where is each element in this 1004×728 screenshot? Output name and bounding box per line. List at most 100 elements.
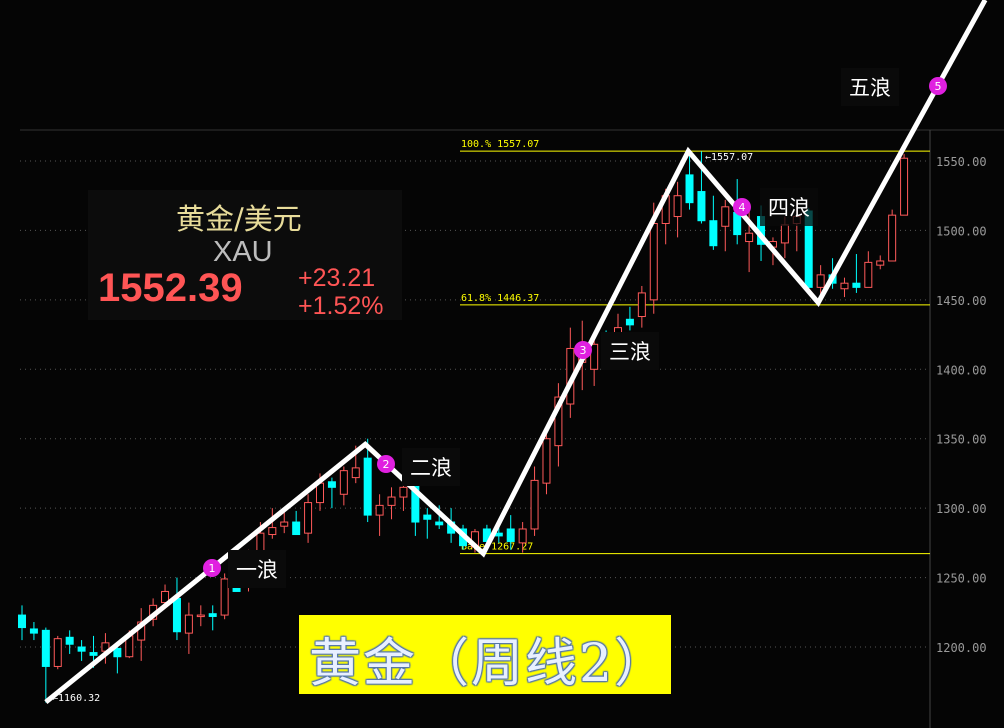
candle-body [29, 628, 38, 634]
candle-body [876, 260, 885, 266]
y-tick-label: 1200.00 [936, 641, 987, 655]
wave-marker-number: 3 [580, 344, 587, 357]
candle [65, 630, 74, 654]
candle-body [280, 521, 289, 527]
peak-annotation: ←1557.07 [705, 152, 753, 163]
candle [196, 605, 205, 627]
candle-body [649, 222, 658, 301]
candle-body [208, 613, 217, 617]
candle [852, 254, 861, 293]
candle-body [268, 527, 277, 536]
banner-text: 黄金（周线2） [309, 634, 669, 694]
candle [208, 605, 217, 631]
wave-marker-number: 5 [935, 80, 942, 93]
quote-code: XAU [213, 236, 273, 268]
candle-body [637, 292, 646, 318]
candle-body [530, 479, 539, 530]
candle [673, 181, 682, 238]
wave-marker-1: 1 [203, 559, 221, 577]
candle [435, 505, 444, 529]
candle-body [745, 232, 754, 243]
candle [721, 199, 730, 252]
candle-body [542, 438, 551, 484]
candle-body [554, 396, 563, 447]
y-tick-label: 1300.00 [936, 502, 987, 516]
candle-body [184, 614, 193, 634]
candle-body [339, 470, 348, 495]
candle [363, 438, 372, 523]
wave-marker-circle [929, 77, 947, 95]
candle-body [685, 174, 694, 204]
y-tick-label: 1350.00 [936, 433, 987, 447]
candle-body [625, 318, 634, 326]
quote-change-block: +23.21 +1.52% [298, 264, 384, 320]
candle-body [733, 211, 742, 236]
candle-body [387, 496, 396, 506]
candle [292, 510, 301, 536]
candle-body [220, 578, 229, 616]
candle [554, 383, 563, 467]
wave-marker-4: 4 [733, 198, 751, 216]
wave-marker-5: 5 [929, 77, 947, 95]
candle [840, 277, 849, 298]
candle [387, 487, 396, 520]
y-tick-label: 1500.00 [936, 224, 987, 238]
candle-body [888, 214, 897, 262]
candle-body [363, 457, 372, 516]
candle [113, 642, 122, 674]
quote-price: 1552.39 [98, 266, 243, 310]
candle-body [113, 647, 122, 658]
candle [506, 515, 515, 550]
candle-body [709, 220, 718, 247]
candle-body [351, 467, 360, 479]
candle-body [304, 502, 313, 534]
wave-marker-number: 2 [383, 458, 390, 471]
wave-label-5: 五浪 [841, 68, 899, 106]
wave-marker-number: 1 [209, 562, 216, 575]
candle-body [172, 597, 181, 633]
candle-body [780, 224, 789, 244]
candle [685, 154, 694, 210]
candle-body [53, 638, 62, 667]
candle [280, 510, 289, 534]
candle [590, 334, 599, 386]
candle [637, 285, 646, 328]
candle-body [840, 282, 849, 290]
candle-body [816, 274, 825, 288]
wave-marker-circle [574, 341, 592, 359]
candle [876, 255, 885, 270]
candle-body [697, 191, 706, 222]
candle [18, 605, 26, 641]
candle-body [77, 646, 86, 652]
y-tick-label: 1450.00 [936, 294, 987, 308]
candle [542, 424, 551, 495]
quote-name: 黄金/美元 [176, 202, 302, 236]
candle-body [89, 652, 98, 656]
wave-label-1: 一浪 [228, 550, 286, 588]
candle [41, 627, 50, 703]
candle [220, 573, 229, 620]
candle [29, 622, 38, 641]
candle-body [327, 481, 336, 488]
title-banner: 黄金（周线2） [299, 615, 671, 694]
candle [709, 195, 718, 250]
wave-label-2: 二浪 [402, 448, 460, 486]
quote-panel: 黄金/美元 XAU 1552.39 +23.21 +1.52% [88, 190, 402, 320]
fib-label: Base 1267.27 [461, 542, 533, 553]
candle-body [721, 206, 730, 227]
candle-body [41, 629, 50, 667]
candle-body [900, 157, 909, 216]
candle-body [316, 482, 324, 504]
candle [864, 251, 873, 288]
quote-change: +23.21 [298, 264, 376, 292]
candle [423, 508, 432, 539]
candle-body [864, 261, 873, 288]
candle [172, 577, 181, 641]
candle-body [196, 614, 205, 618]
candle-body [375, 504, 384, 516]
candle [53, 635, 62, 670]
candle [900, 154, 909, 216]
wave-marker-circle [203, 559, 221, 577]
quote-change-pct: +1.52% [298, 292, 384, 320]
